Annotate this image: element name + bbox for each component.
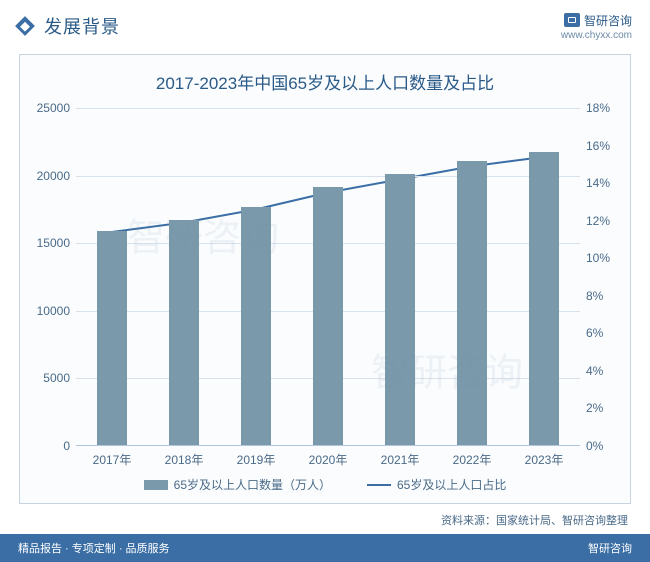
legend-line-label: 65岁及以上人口占比 (397, 476, 506, 493)
bar (97, 231, 127, 445)
y-left-tick: 15000 (30, 236, 70, 250)
source-note: 资料来源：国家统计局、智研咨询整理 (441, 512, 628, 528)
brand-logo-icon (564, 13, 580, 27)
brand-block: 智研咨询 www.chyxx.com (561, 12, 632, 41)
y-right-tick: 18% (586, 101, 620, 115)
chart-title: 2017-2023年中国65岁及以上人口数量及占比 (22, 69, 628, 94)
chart-container: 2017-2023年中国65岁及以上人口数量及占比 0 5000 10000 1500… (19, 54, 631, 504)
x-tick: 2018年 (165, 451, 204, 468)
header-bar: 发展背景 智研咨询 www.chyxx.com (0, 0, 650, 48)
y-right-tick: 4% (586, 364, 620, 378)
footer-bar: 精品报告 · 专项定制 · 品质服务 智研咨询 (0, 534, 650, 562)
legend-item-line: 65岁及以上人口占比 (367, 476, 506, 493)
y-right-tick: 10% (586, 251, 620, 265)
y-left-tick: 10000 (30, 304, 70, 318)
y-left-tick: 5000 (30, 371, 70, 385)
y-right-tick: 12% (586, 214, 620, 228)
brand-name: 智研咨询 (584, 12, 632, 29)
section-title: 发展背景 (44, 13, 120, 39)
legend-bar-label: 65岁及以上人口数量（万人） (174, 476, 331, 493)
plot-area: 05000100001500020000250000%2%4%6%8%10%12… (30, 108, 620, 468)
footer-left: 精品报告 · 专项定制 · 品质服务 (18, 540, 170, 556)
x-tick: 2020年 (309, 451, 348, 468)
diamond-icon (15, 16, 35, 36)
y-left-tick: 20000 (30, 169, 70, 183)
y-right-tick: 2% (586, 401, 620, 415)
source-prefix: 资料来源： (441, 515, 496, 527)
x-tick: 2021年 (381, 451, 420, 468)
bar (457, 161, 487, 445)
brand-top: 智研咨询 (561, 12, 632, 29)
inner-plot (76, 108, 580, 446)
y-right-tick: 8% (586, 289, 620, 303)
x-tick: 2017年 (93, 451, 132, 468)
legend-line-swatch (367, 484, 391, 486)
y-right-tick: 0% (586, 439, 620, 453)
y-right-tick: 16% (586, 139, 620, 153)
legend: 65岁及以上人口数量（万人） 65岁及以上人口占比 (22, 476, 628, 493)
y-left-tick: 25000 (30, 101, 70, 115)
y-right-tick: 14% (586, 176, 620, 190)
footer-right: 智研咨询 (588, 540, 632, 556)
y-right-tick: 6% (586, 326, 620, 340)
y-left-tick: 0 (30, 439, 70, 453)
legend-item-bar: 65岁及以上人口数量（万人） (144, 476, 331, 493)
legend-bar-swatch (144, 480, 168, 490)
gridline (76, 108, 580, 109)
bar (241, 207, 271, 445)
bar (169, 220, 199, 445)
brand-url: www.chyxx.com (561, 30, 632, 41)
bar (385, 174, 415, 445)
bar (529, 152, 559, 445)
gridline (76, 176, 580, 177)
source-text: 国家统计局、智研咨询整理 (496, 515, 628, 527)
x-tick: 2022年 (453, 451, 492, 468)
bar (313, 187, 343, 445)
x-tick: 2019年 (237, 451, 276, 468)
header-left: 发展背景 (18, 13, 120, 39)
x-tick: 2023年 (525, 451, 564, 468)
